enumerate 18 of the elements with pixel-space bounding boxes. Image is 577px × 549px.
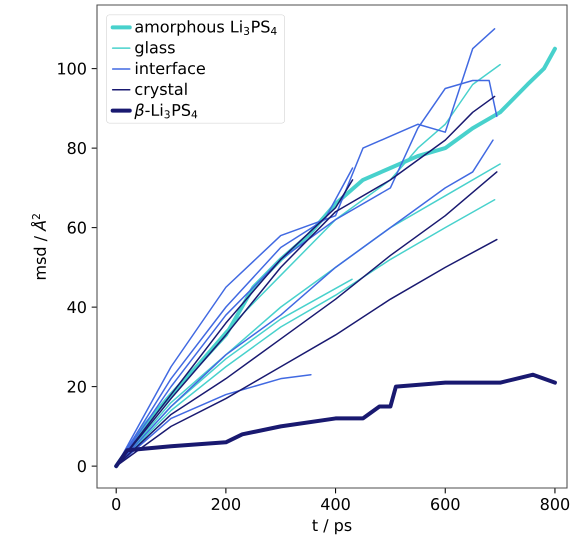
y-tick-label: 20 xyxy=(68,380,86,393)
y-tick-label: 60 xyxy=(68,222,86,234)
y-axis-title: msd / Å$^{2}$ xyxy=(30,214,48,280)
x-tick-label: 400 xyxy=(321,498,350,510)
y-tick-label: 40 xyxy=(67,301,86,314)
x-tick-label: 0 xyxy=(112,498,120,510)
x-axis-title: t / ps xyxy=(312,519,352,534)
legend-label: interface xyxy=(136,62,205,74)
legend-label: crystal xyxy=(135,82,187,98)
y-tick-label: 100 xyxy=(58,62,86,75)
y-tick-label: 80 xyxy=(68,142,86,154)
legend-label: glass xyxy=(135,41,175,57)
legend-label: amorphous Li$_{3}$PS$_{4}$ xyxy=(135,20,277,36)
legend-label: β-Li$_{3}$PS$_{4}$ xyxy=(134,104,198,120)
x-tick-label: 800 xyxy=(540,498,570,510)
x-tick-label: 600 xyxy=(431,498,460,510)
y-tick-label: 0 xyxy=(78,460,86,472)
x-tick-label: 200 xyxy=(212,498,240,510)
